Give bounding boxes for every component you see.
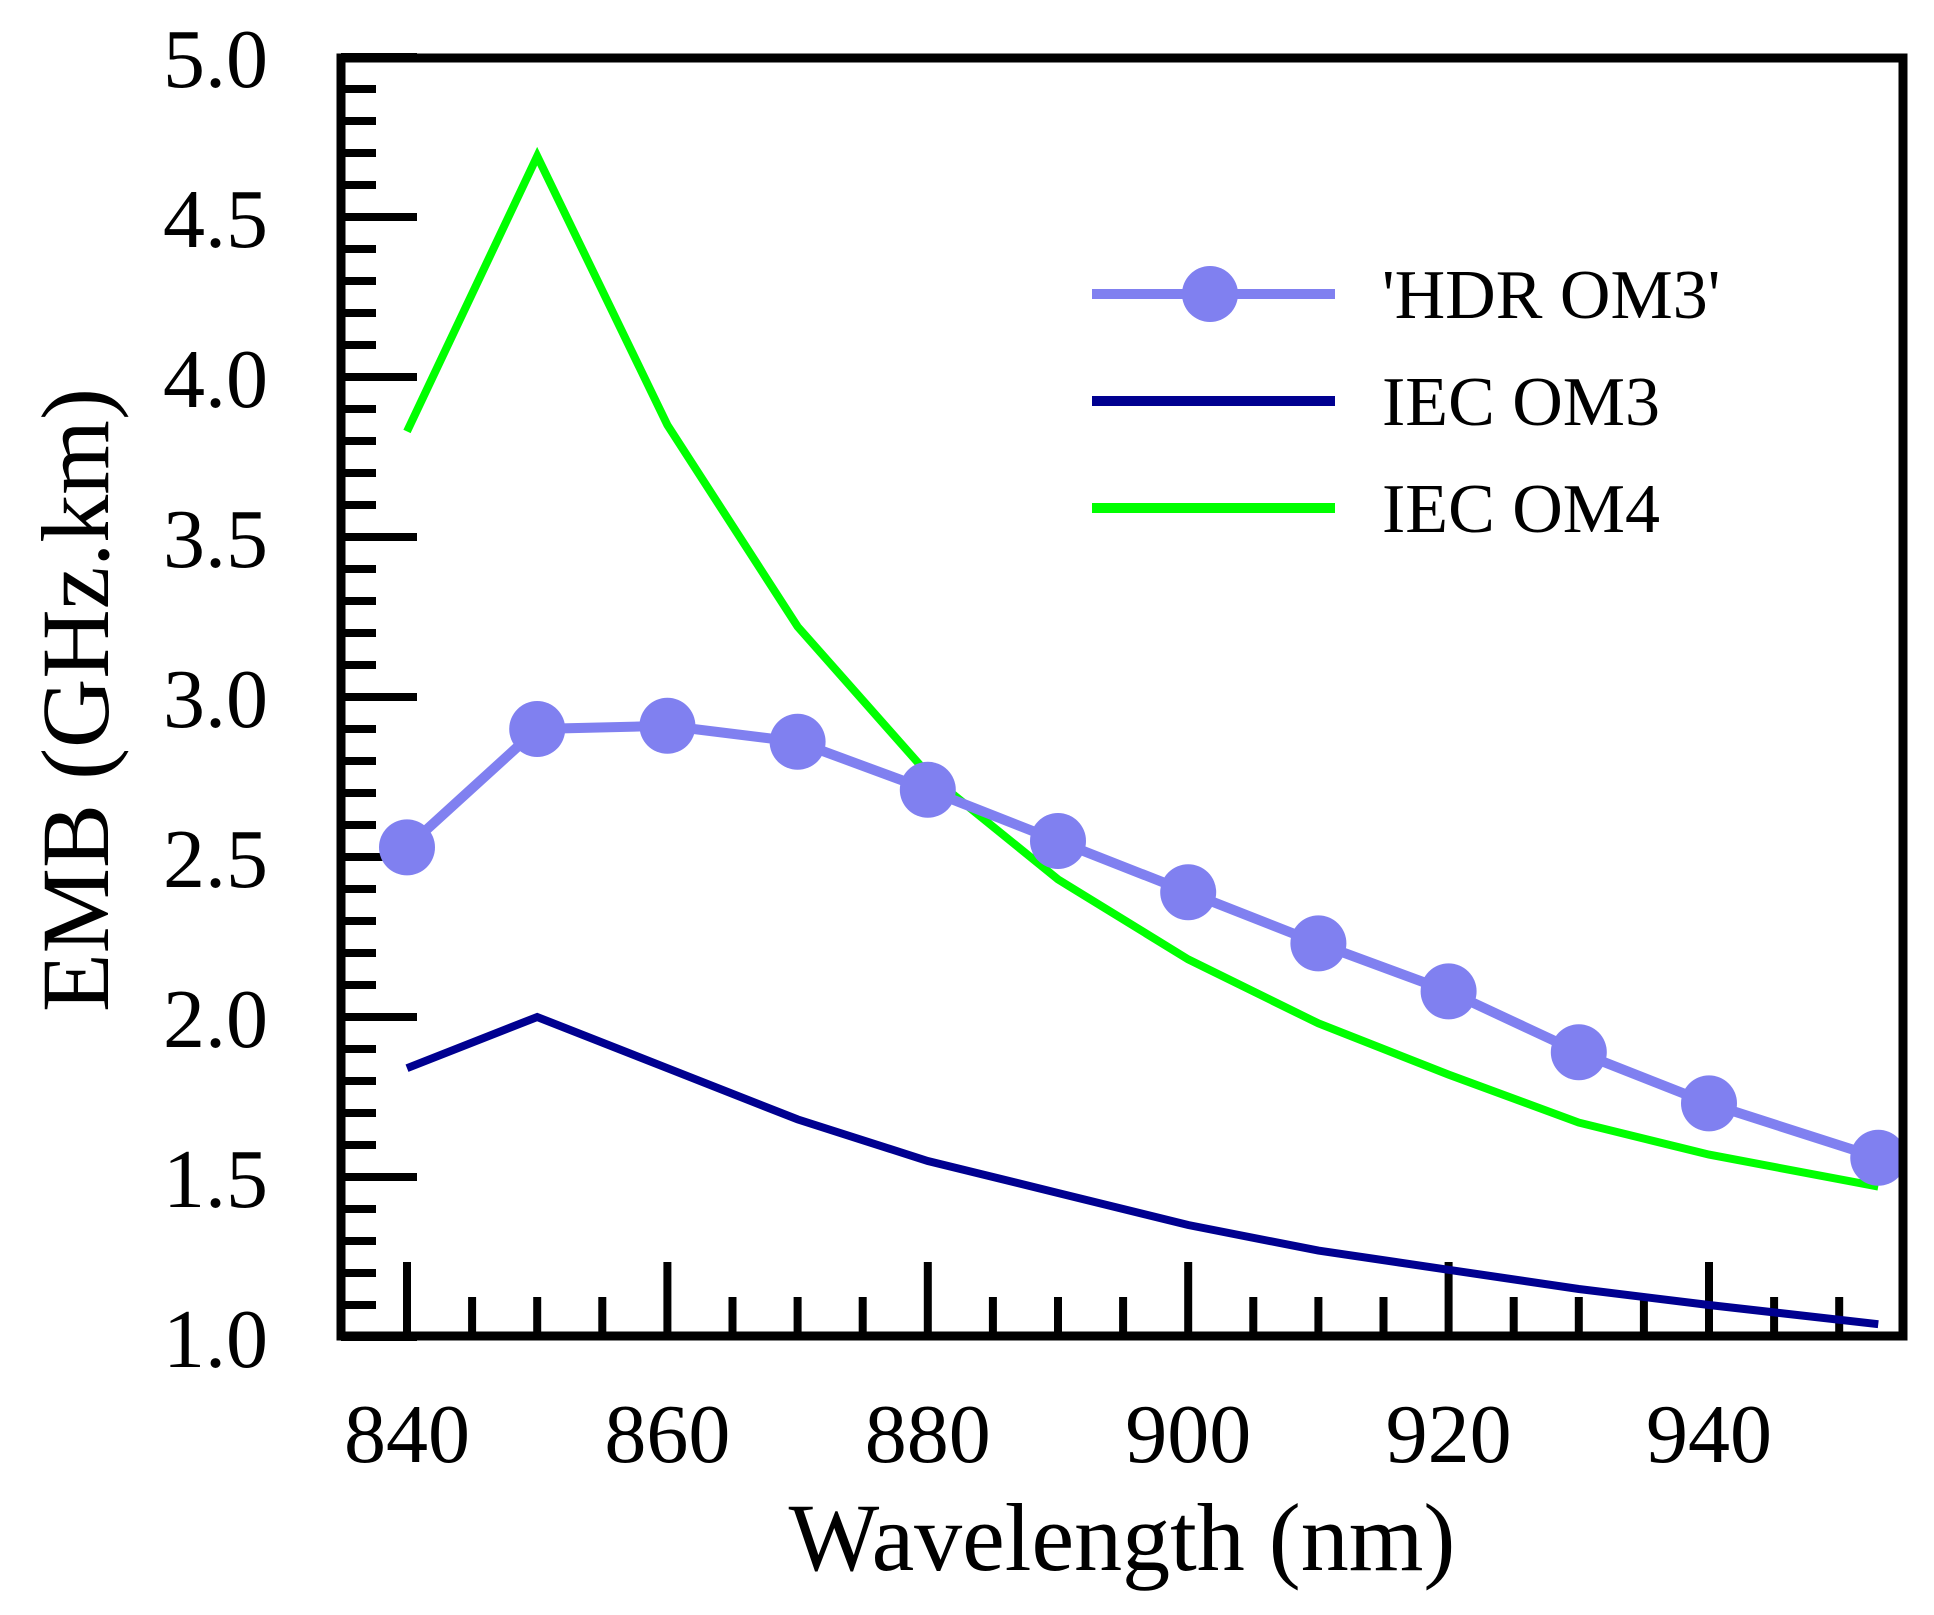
y-tick-label: 4.5 — [163, 173, 268, 266]
y-tick-labels: 1.0 1.5 2.0 2.5 3.0 3.5 4.0 4.5 5.0 — [163, 13, 268, 1386]
y-tick-label: 3.5 — [163, 493, 268, 586]
x-axis-label: Wavelength (nm) — [789, 1484, 1456, 1591]
x-tick-label: 840 — [344, 1388, 470, 1481]
series-line-hdr-om3 — [403, 720, 1880, 1163]
legend-label: IEC OM4 — [1382, 471, 1660, 548]
x-tick-label: 860 — [604, 1388, 730, 1481]
y-axis-label: EMB (GHz.km) — [22, 388, 129, 1012]
data-point — [1420, 963, 1477, 1020]
data-point — [899, 761, 956, 818]
data-point — [1550, 1024, 1607, 1081]
y-tick-label: 3.0 — [163, 653, 268, 746]
data-point — [509, 701, 566, 757]
y-tick-label: 5.0 — [163, 13, 268, 106]
plot-frame — [336, 53, 1908, 1341]
y-tick-label: 1.0 — [163, 1293, 268, 1386]
legend-label: 'HDR OM3' — [1382, 257, 1720, 334]
data-point — [1681, 1075, 1737, 1132]
data-point — [1850, 1129, 1907, 1186]
data-point — [1160, 864, 1217, 921]
y-tick-label: 1.5 — [163, 1133, 268, 1226]
x-tick-label: 920 — [1386, 1388, 1512, 1481]
y-tick-label: 4.0 — [163, 333, 268, 426]
data-point — [1290, 915, 1347, 972]
data-point — [769, 713, 826, 770]
axis-ticks — [341, 53, 1844, 1341]
data-point — [379, 819, 435, 876]
data-point — [1030, 813, 1086, 869]
legend-marker — [1182, 266, 1238, 322]
y-tick-label: 2.0 — [163, 973, 268, 1066]
x-tick-label: 880 — [865, 1388, 991, 1481]
x-tick-label: 940 — [1646, 1388, 1772, 1481]
series-line-iec-om4 — [403, 146, 1880, 1191]
x-tick-labels: 840 860 880 900 920 940 — [344, 1388, 1772, 1481]
series-line-iec-om3 — [405, 1012, 1879, 1329]
series-group — [379, 146, 1907, 1329]
legend: 'HDR OM3' IEC OM3 IEC OM4 — [1092, 257, 1720, 548]
y-tick-label: 2.5 — [163, 813, 268, 906]
legend-label: IEC OM3 — [1382, 364, 1660, 441]
x-tick-label: 900 — [1125, 1388, 1251, 1481]
data-point — [639, 697, 696, 754]
